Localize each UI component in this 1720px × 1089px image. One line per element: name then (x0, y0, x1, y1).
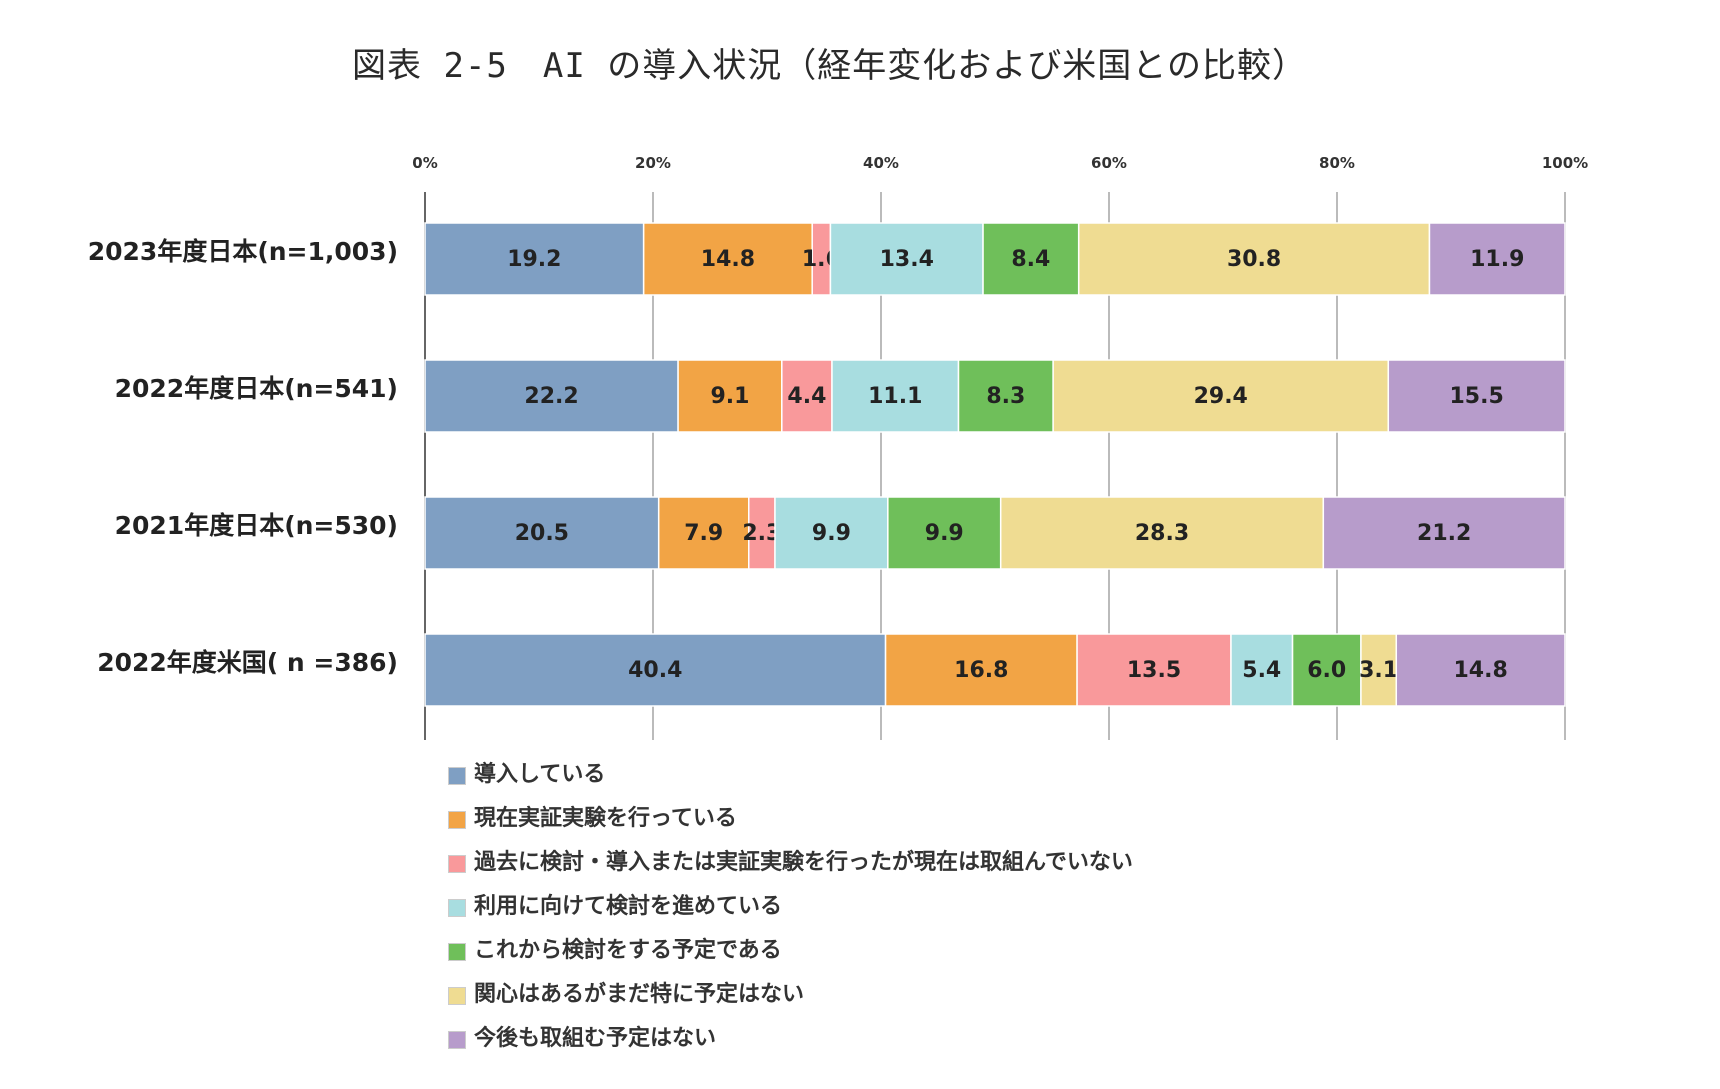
data-label: 13.5 (1127, 658, 1181, 683)
category-label: 2022年度米国( n =386) (97, 648, 398, 677)
x-tick-label: 60% (1091, 154, 1127, 172)
legend-label: 利用に向けて検討を進めている (474, 894, 783, 919)
data-label: 9.9 (812, 521, 851, 546)
legend-swatch (448, 767, 466, 785)
category-label: 2022年度日本(n=541) (115, 374, 398, 403)
data-label: 9.1 (710, 384, 749, 409)
bar-segment (831, 359, 960, 433)
data-label: 14.8 (1453, 658, 1507, 683)
legend-item: 過去に検討・導入または実証実験を行ったが現在は取組んでいない (448, 838, 1133, 882)
category-label: 2023年度日本(n=1,003) (88, 237, 398, 266)
legend-swatch (448, 987, 466, 1005)
x-tick-label: 20% (635, 154, 671, 172)
bar-segment (1077, 222, 1431, 296)
bar-segment (887, 496, 1002, 570)
stacked-bar-chart: 0% 20% 40% 60% 80% 100% 2023年度日本(n=1,003) 19.2 1… (88, 154, 1588, 740)
bar-segment (781, 359, 833, 433)
legend-label: 導入している (474, 762, 606, 787)
data-label: 11.9 (1470, 247, 1524, 272)
legend-swatch (448, 1031, 466, 1049)
bar-segment (1360, 633, 1398, 707)
legend-swatch (448, 899, 466, 917)
data-label: 11.1 (868, 384, 922, 409)
data-label: 15.5 (1450, 384, 1504, 409)
data-label: 8.3 (986, 384, 1025, 409)
bar-segment (1291, 633, 1362, 707)
legend-swatch (448, 943, 466, 961)
data-label: 6.0 (1307, 658, 1346, 683)
bar-segment (677, 359, 783, 433)
legend-item: 利用に向けて検討を進めている (448, 882, 1133, 926)
data-label: 14.8 (701, 247, 755, 272)
data-label: 5.4 (1242, 658, 1281, 683)
chart-legend: 導入している現在実証実験を行っている過去に検討・導入または実証実験を行ったが現在… (448, 750, 1133, 1058)
data-label: 13.4 (880, 247, 934, 272)
legend-swatch (448, 855, 466, 873)
data-label: 4.4 (787, 384, 826, 409)
data-label: 40.4 (628, 658, 682, 683)
bar-segment (642, 222, 813, 296)
x-tick-label: 40% (863, 154, 899, 172)
bar-segment (1076, 633, 1232, 707)
data-label: 30.8 (1227, 247, 1281, 272)
legend-item: 現在実証実験を行っている (448, 794, 1133, 838)
data-label: 16.8 (954, 658, 1008, 683)
category-label: 2021年度日本(n=530) (115, 511, 398, 540)
legend-item: 関心はあるがまだ特に予定はない (448, 970, 1133, 1014)
bar-segment (829, 222, 984, 296)
data-label: 21.2 (1417, 521, 1471, 546)
data-label: 8.4 (1011, 247, 1050, 272)
bar-segment (1230, 633, 1294, 707)
bar-segment (657, 496, 750, 570)
legend-label: 今後も取組む予定はない (474, 1026, 717, 1051)
bar-segment (424, 359, 679, 433)
bar-segment (1428, 222, 1566, 296)
legend-label: 過去に検討・導入または実証実験を行ったが現在は取組んでいない (474, 850, 1133, 875)
data-label: 3.1 (1359, 658, 1398, 683)
bar-segment (1322, 496, 1566, 570)
x-tick-label: 80% (1319, 154, 1355, 172)
legend-item: 導入している (448, 750, 1133, 794)
legend-label: これから検討をする予定である (474, 938, 782, 963)
data-label: 9.9 (925, 521, 964, 546)
chart-title: 図表 2-5 AI の導入状況（経年変化および米国との比較） (352, 46, 1307, 86)
legend-item: これから検討をする予定である (448, 926, 1133, 970)
data-label: 7.9 (684, 521, 723, 546)
legend-swatch (448, 811, 466, 829)
data-label: 29.4 (1194, 384, 1248, 409)
legend-label: 関心はあるがまだ特に予定はない (474, 982, 805, 1007)
legend-item: 今後も取組む予定はない (448, 1014, 1133, 1058)
legend-label: 現在実証実験を行っている (474, 806, 737, 831)
bar-segment (1387, 359, 1566, 433)
data-label: 20.5 (515, 521, 569, 546)
bar-segment (774, 496, 889, 570)
data-label: 22.2 (524, 384, 578, 409)
bar-segment (424, 633, 887, 707)
x-tick-label: 100% (1542, 154, 1588, 172)
bar-segment (884, 633, 1078, 707)
data-label: 19.2 (507, 247, 561, 272)
bar-segment (1052, 359, 1390, 433)
bar-segment (957, 359, 1054, 433)
data-label: 28.3 (1135, 521, 1189, 546)
bar-segment (999, 496, 1325, 570)
bar-segment (424, 496, 660, 570)
x-tick-label: 0% (412, 154, 437, 172)
bar-segment (982, 222, 1080, 296)
bar-segment (1395, 633, 1566, 707)
